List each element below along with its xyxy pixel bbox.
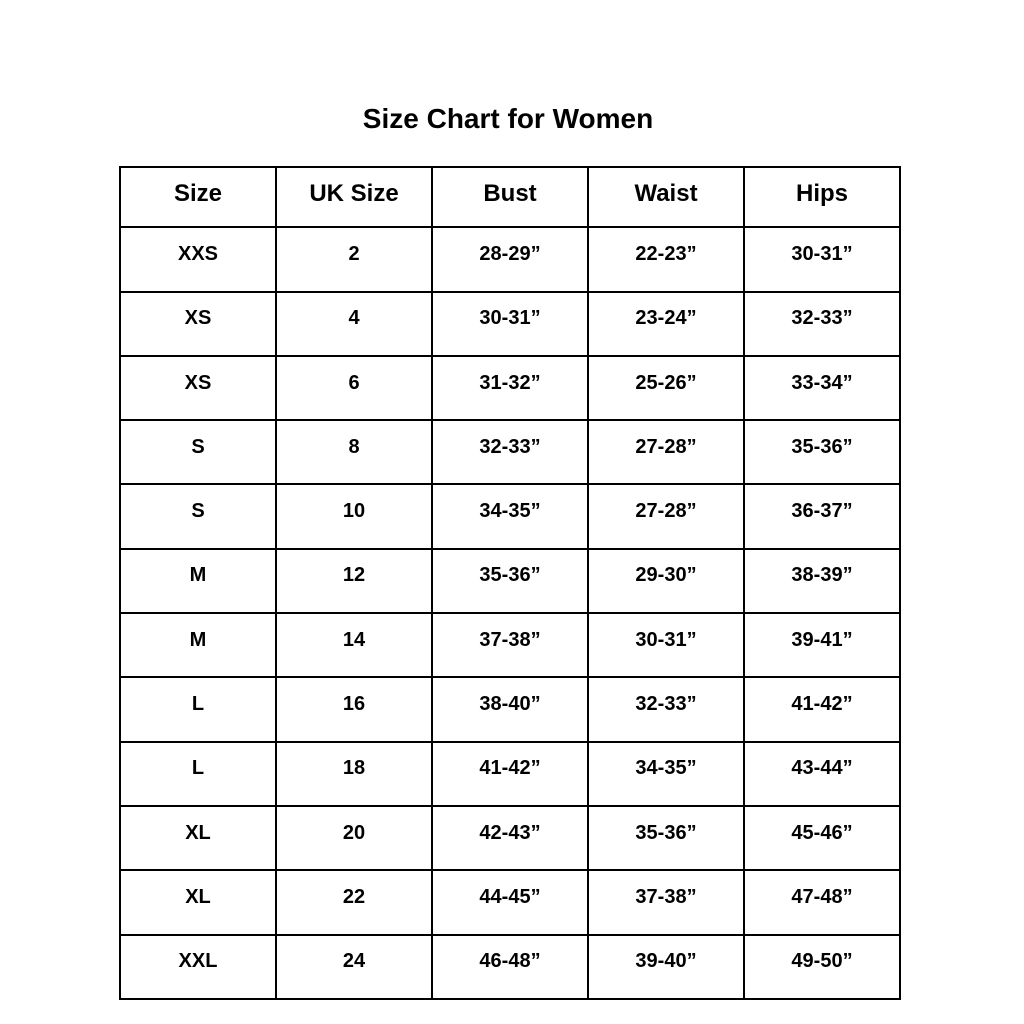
cell-waist: 30-31”	[587, 612, 745, 679]
cell-uk-size: 22	[275, 869, 433, 936]
size-chart-table: Size UK Size Bust Waist Hips XXS 2 28-29” 22-23…	[119, 165, 901, 1000]
table-row: XS 6 31-32” 25-26” 33-34”	[119, 354, 901, 422]
cell-waist: 25-26”	[587, 354, 745, 422]
cell-hips: 43-44”	[743, 740, 901, 807]
column-header-size: Size	[119, 165, 277, 229]
cell-uk-size: 12	[275, 547, 433, 615]
cell-bust: 42-43”	[431, 804, 589, 872]
table-row: S 10 34-35” 27-28” 36-37”	[119, 483, 901, 550]
cell-waist: 29-30”	[587, 547, 745, 615]
cell-waist: 37-38”	[587, 869, 745, 936]
cell-waist: 35-36”	[587, 804, 745, 872]
cell-bust: 30-31”	[431, 290, 589, 357]
table-row: S 8 32-33” 27-28” 35-36”	[119, 419, 901, 486]
table-row: L 18 41-42” 34-35” 43-44”	[119, 740, 901, 807]
cell-hips: 49-50”	[743, 933, 901, 1000]
column-header-uk-size: UK Size	[275, 165, 433, 229]
cell-uk-size: 4	[275, 290, 433, 357]
cell-size: XXL	[119, 933, 277, 1000]
cell-hips: 45-46”	[743, 804, 901, 872]
cell-bust: 41-42”	[431, 740, 589, 807]
cell-size: XXS	[119, 226, 277, 293]
cell-size: S	[119, 483, 277, 550]
cell-size: XS	[119, 290, 277, 357]
cell-hips: 30-31”	[743, 226, 901, 293]
table-row: XXL 24 46-48” 39-40” 49-50”	[119, 933, 901, 1000]
column-header-hips: Hips	[743, 165, 901, 229]
column-header-bust: Bust	[431, 165, 589, 229]
cell-bust: 46-48”	[431, 933, 589, 1000]
cell-size: M	[119, 612, 277, 679]
cell-uk-size: 6	[275, 354, 433, 422]
table-row: XS 4 30-31” 23-24” 32-33”	[119, 290, 901, 357]
cell-uk-size: 14	[275, 612, 433, 679]
cell-bust: 35-36”	[431, 547, 589, 615]
cell-hips: 47-48”	[743, 869, 901, 936]
cell-bust: 31-32”	[431, 354, 589, 422]
cell-hips: 36-37”	[743, 483, 901, 550]
cell-size: M	[119, 547, 277, 615]
cell-uk-size: 2	[275, 226, 433, 293]
cell-waist: 22-23”	[587, 226, 745, 293]
cell-hips: 41-42”	[743, 676, 901, 743]
table-row: XXS 2 28-29” 22-23” 30-31”	[119, 226, 901, 293]
table-body: XXS 2 28-29” 22-23” 30-31” XS 4 30-31” 23-24” 32-…	[119, 226, 901, 1000]
cell-waist: 27-28”	[587, 419, 745, 486]
cell-hips: 38-39”	[743, 547, 901, 615]
cell-waist: 34-35”	[587, 740, 745, 807]
cell-uk-size: 10	[275, 483, 433, 550]
table-row: XL 22 44-45” 37-38” 47-48”	[119, 869, 901, 936]
cell-hips: 39-41”	[743, 612, 901, 679]
cell-bust: 37-38”	[431, 612, 589, 679]
page-title: Size Chart for Women	[362, 103, 654, 134]
table-row: M 14 37-38” 30-31” 39-41”	[119, 612, 901, 679]
table-row: XL 20 42-43” 35-36” 45-46”	[119, 804, 901, 872]
cell-bust: 44-45”	[431, 869, 589, 936]
cell-uk-size: 16	[275, 676, 433, 743]
cell-bust: 28-29”	[431, 226, 589, 293]
cell-uk-size: 8	[275, 419, 433, 486]
cell-size: L	[119, 740, 277, 807]
cell-uk-size: 20	[275, 804, 433, 872]
cell-hips: 32-33”	[743, 290, 901, 357]
cell-size: XS	[119, 354, 277, 422]
cell-hips: 35-36”	[743, 419, 901, 486]
column-header-waist: Waist	[587, 165, 745, 229]
cell-size: XL	[119, 869, 277, 936]
cell-bust: 38-40”	[431, 676, 589, 743]
table-header-row: Size UK Size Bust Waist Hips	[119, 165, 901, 229]
cell-bust: 32-33”	[431, 419, 589, 486]
cell-waist: 32-33”	[587, 676, 745, 743]
cell-waist: 23-24”	[587, 290, 745, 357]
cell-size: XL	[119, 804, 277, 872]
cell-waist: 27-28”	[587, 483, 745, 550]
table-row: M 12 35-36” 29-30” 38-39”	[119, 547, 901, 615]
cell-uk-size: 18	[275, 740, 433, 807]
cell-bust: 34-35”	[431, 483, 589, 550]
cell-size: L	[119, 676, 277, 743]
cell-waist: 39-40”	[587, 933, 745, 1000]
cell-size: S	[119, 419, 277, 486]
cell-hips: 33-34”	[743, 354, 901, 422]
table-row: L 16 38-40” 32-33” 41-42”	[119, 676, 901, 743]
cell-uk-size: 24	[275, 933, 433, 1000]
